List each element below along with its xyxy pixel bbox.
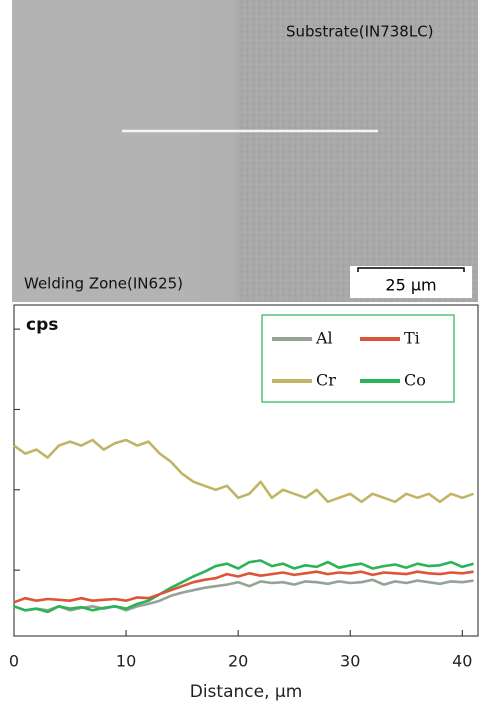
x-tick-label: 40 bbox=[452, 652, 472, 671]
sem-image: Substrate(IN738LC) Welding Zone(IN625) 2… bbox=[12, 0, 478, 302]
substrate-area bbox=[236, 0, 478, 302]
substrate-label: Substrate(IN738LC) bbox=[286, 23, 434, 41]
fusion-boundary bbox=[200, 0, 240, 302]
series-line bbox=[13, 559, 474, 614]
series-line bbox=[13, 578, 474, 612]
line-chart: cps Distance, µm 0 10 20 30 40 Al Ti Cr Co bbox=[9, 304, 479, 702]
scale-bar-label: 25 µm bbox=[385, 276, 436, 295]
series-line bbox=[13, 570, 474, 604]
legend bbox=[261, 314, 455, 403]
legend-label: Cr bbox=[316, 371, 336, 390]
scale-bar-box bbox=[350, 266, 472, 298]
legend-label: Ti bbox=[404, 329, 420, 348]
plot-frame bbox=[13, 304, 479, 637]
y-unit-label: cps bbox=[26, 315, 58, 335]
legend-label: Al bbox=[315, 329, 333, 348]
x-tick-label: 20 bbox=[228, 652, 248, 671]
legend-label: Co bbox=[404, 371, 426, 390]
x-tick-label: 10 bbox=[116, 652, 136, 671]
series-line bbox=[13, 438, 474, 504]
scale-bar bbox=[357, 267, 465, 272]
x-tick-label: 0 bbox=[9, 652, 19, 671]
welding-zone-label: Welding Zone(IN625) bbox=[24, 275, 183, 293]
x-tick-label: 30 bbox=[340, 652, 360, 671]
x-axis-title: Distance, µm bbox=[190, 682, 303, 702]
